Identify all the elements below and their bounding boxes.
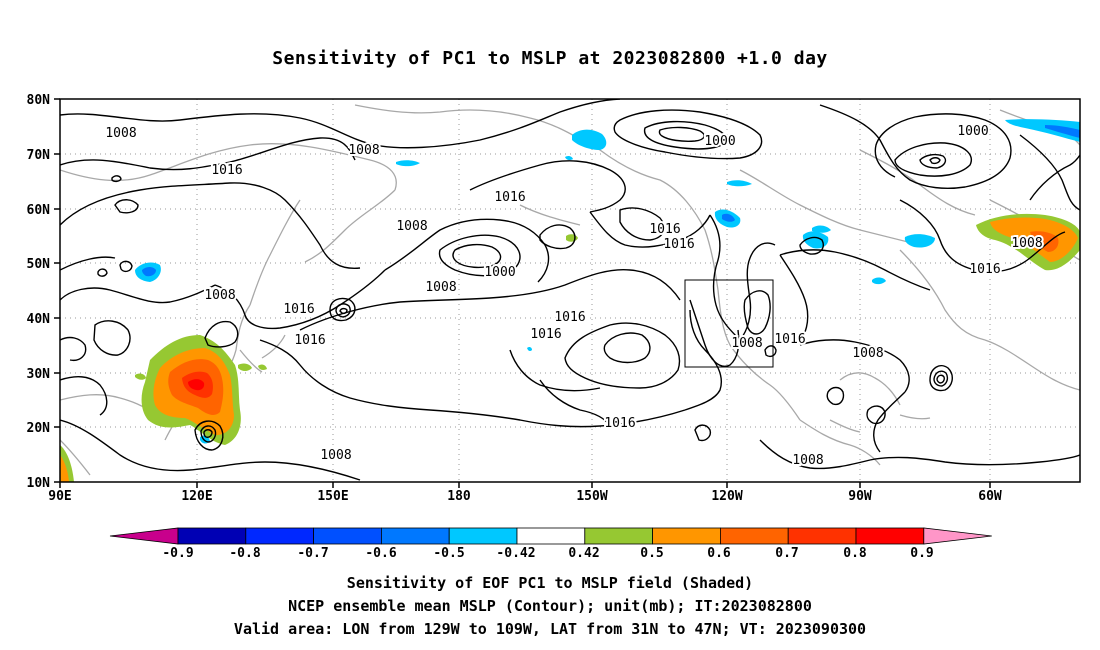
colorbar-segment	[245, 527, 315, 545]
colorbar-segment	[313, 527, 382, 545]
contour-label: 1008	[425, 280, 456, 295]
colorbar-tick-label: -0.6	[365, 546, 396, 561]
colorbar-tick-label: 0.9	[910, 546, 933, 561]
caption-valid-area: Valid area: LON from 129W to 109W, LAT f…	[233, 620, 867, 638]
contour-label: 1008	[1011, 236, 1042, 251]
lat-label: 70N	[27, 148, 51, 163]
contour-label: 1008	[852, 346, 883, 361]
caption-contour: NCEP ensemble mean MSLP (Contour); unit(…	[288, 597, 812, 615]
lon-label: 150E	[317, 489, 348, 504]
colorbar-segment	[652, 527, 721, 545]
colorbar	[109, 527, 992, 545]
contour-label: 1008	[204, 288, 235, 303]
lat-label: 40N	[27, 312, 51, 327]
lon-label: 180	[447, 489, 471, 504]
contour-label: 1016	[604, 416, 635, 431]
colorbar-tick-label: 0.5	[640, 546, 663, 561]
colorbar-tick-label: 0.8	[843, 546, 867, 561]
colorbar-tick-label: -0.8	[229, 546, 260, 561]
contour-labels: 1008100810001000101610161008100010081016…	[103, 122, 1044, 470]
contour-label: 1016	[649, 222, 680, 237]
valid-area-box	[684, 279, 774, 368]
contour-label: 1000	[484, 265, 515, 280]
colorbar-segment	[720, 527, 789, 545]
contour-label: 1000	[704, 134, 735, 149]
contour-label: 1008	[348, 143, 379, 158]
contour-label: 1008	[731, 336, 762, 351]
lon-label: 120W	[711, 489, 742, 504]
lat-label: 10N	[27, 476, 51, 491]
colorbar-ticks: -0.9 -0.8 -0.7 -0.6 -0.5 -0.42 0.42 0.5 …	[162, 546, 933, 561]
map-title: Sensitivity of PC1 to MSLP at 2023082800…	[272, 48, 828, 69]
contour-label: 1016	[663, 237, 694, 252]
lat-label: 80N	[27, 93, 51, 108]
shading-negative	[135, 119, 1080, 444]
colorbar-segment	[516, 527, 586, 545]
colorbar-tick-label: -0.42	[496, 546, 535, 561]
colorbar-segment	[923, 527, 992, 545]
contour-label: 1016	[294, 333, 325, 348]
lon-label: 60W	[978, 489, 1002, 504]
caption-shading: Sensitivity of EOF PC1 to MSLP field (Sh…	[346, 574, 754, 592]
colorbar-segment	[109, 527, 179, 545]
colorbar-tick-label: 0.6	[707, 546, 731, 561]
colorbar-segment	[584, 527, 653, 545]
lon-label: 120E	[181, 489, 212, 504]
colorbar-segment	[380, 527, 450, 545]
colorbar-segment	[448, 527, 518, 545]
colorbar-tick-label: 0.7	[775, 546, 798, 561]
lat-label: 50N	[27, 257, 51, 272]
contour-label: 1008	[105, 126, 136, 141]
lon-label: 150W	[576, 489, 607, 504]
colorbar-segment	[787, 527, 857, 545]
lon-label: 90W	[848, 489, 872, 504]
contour-label: 1016	[554, 310, 585, 325]
colorbar-tick-label: 0.42	[568, 546, 599, 561]
colorbar-tick-label: -0.7	[297, 546, 328, 561]
contour-label: 1016	[283, 302, 314, 317]
contour-label: 1000	[957, 124, 988, 139]
lat-label: 20N	[27, 421, 51, 436]
latitude-labels: 80N 70N 60N 50N 40N 30N 20N 10N	[27, 93, 51, 491]
contour-label: 1016	[774, 332, 805, 347]
colorbar-tick-label: -0.9	[162, 546, 193, 561]
mslp-contours	[60, 99, 1080, 481]
contour-label: 1008	[396, 219, 427, 234]
contour-label: 1016	[969, 262, 1000, 277]
contour-label: 1008	[320, 448, 351, 463]
contour-label: 1016	[494, 190, 525, 205]
lat-label: 30N	[27, 367, 51, 382]
contour-label: 1016	[211, 163, 242, 178]
shading-positive	[60, 213, 1080, 482]
axis-ticks	[54, 98, 991, 488]
contour-label: 1008	[792, 453, 823, 468]
contour-label: 1016	[530, 327, 561, 342]
lat-label: 60N	[27, 203, 51, 218]
longitude-labels: 90E 120E 150E 180 150W 120W 90W 60W	[48, 489, 1002, 504]
colorbar-segment	[177, 527, 247, 545]
colorbar-tick-label: -0.5	[433, 546, 464, 561]
colorbar-segment	[855, 527, 925, 545]
lon-label: 90E	[48, 489, 71, 504]
plot-frame	[59, 98, 1081, 483]
